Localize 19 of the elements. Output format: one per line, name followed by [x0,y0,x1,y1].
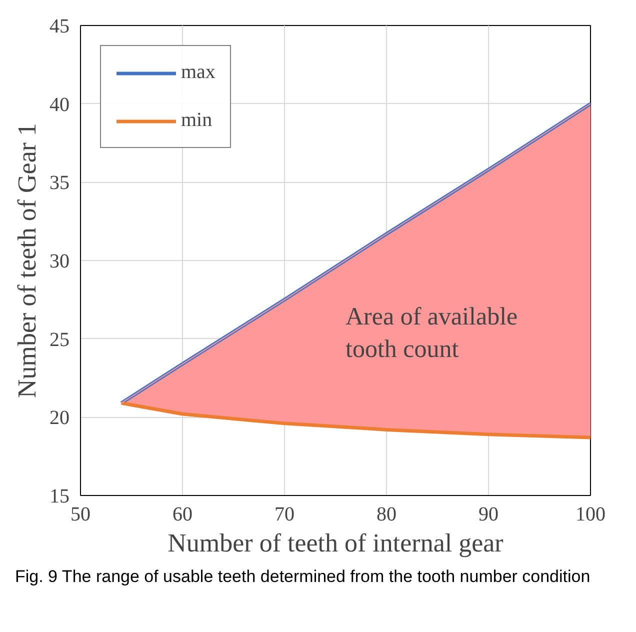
x-tick-label: 80 [376,504,396,526]
caption: Fig. 9 The range of usable teeth determined from the tooth number condition [15,566,590,588]
y-tick-label: 40 [50,94,70,116]
annotation: Area of available tooth count [346,304,518,363]
y-axis-title: Number of teeth of Gear 1 [12,122,42,398]
y-tick-label: 30 [50,250,70,272]
y-tick-label: 25 [50,328,70,351]
legend-label: min [181,109,212,132]
y-tick-label: 20 [50,407,70,430]
x-tick-label: 70 [274,504,294,526]
x-tick-label: 50 [70,504,90,526]
x-tick-label: 60 [172,504,192,526]
legend-label: max [181,61,216,84]
y-tick-label: 15 [50,486,70,508]
x-tick-label: 90 [478,504,498,526]
x-tick-label: 100 [576,504,606,526]
y-tick-label: 35 [50,172,70,194]
x-axis-title: Number of teeth of internal gear [168,528,504,558]
y-tick-label: 45 [50,16,70,38]
